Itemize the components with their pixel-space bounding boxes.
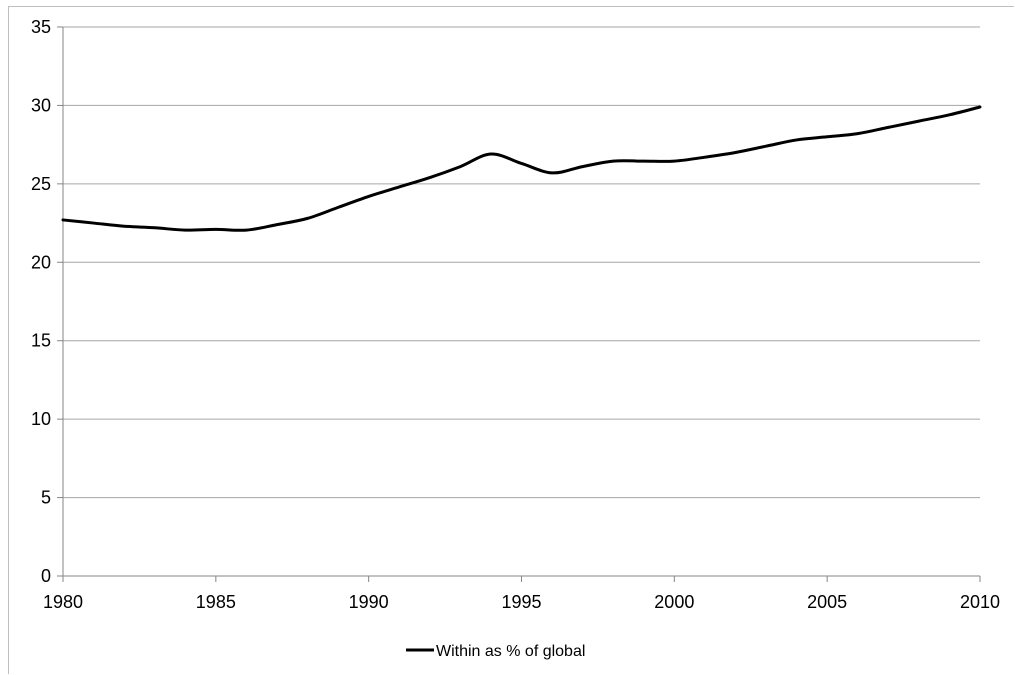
legend: Within as % of global: [406, 643, 585, 660]
series-line: [61, 105, 982, 232]
y-tick-label: 15: [31, 331, 51, 351]
series-layer: [61, 105, 982, 232]
x-axis-ticks: 1980 1985 1990 1995 2000 2005 2010: [43, 576, 1000, 612]
y-tick-label: 25: [31, 174, 51, 194]
x-tick-label: 2000: [654, 592, 694, 612]
y-tick-label: 20: [31, 252, 51, 272]
y-tick-label: 30: [31, 95, 51, 115]
gridlines: [63, 26, 980, 499]
x-tick-label: 1980: [43, 592, 83, 612]
x-tick-label: 1995: [501, 592, 541, 612]
x-tick-label: 2005: [807, 592, 847, 612]
x-tick-label: 2010: [960, 592, 1000, 612]
y-tick-label: 35: [31, 17, 51, 37]
axes: [62, 27, 980, 577]
legend-label: Within as % of global: [436, 643, 585, 660]
x-tick-label: 1990: [349, 592, 389, 612]
y-axis-ticks: 0 5 10 15 20 25 30 35: [31, 17, 63, 586]
chart-frame: [8, 6, 1014, 674]
x-tick-label: 1985: [196, 592, 236, 612]
y-tick-label: 5: [41, 488, 51, 508]
y-tick-label: 10: [31, 409, 51, 429]
y-tick-label: 0: [41, 566, 51, 586]
